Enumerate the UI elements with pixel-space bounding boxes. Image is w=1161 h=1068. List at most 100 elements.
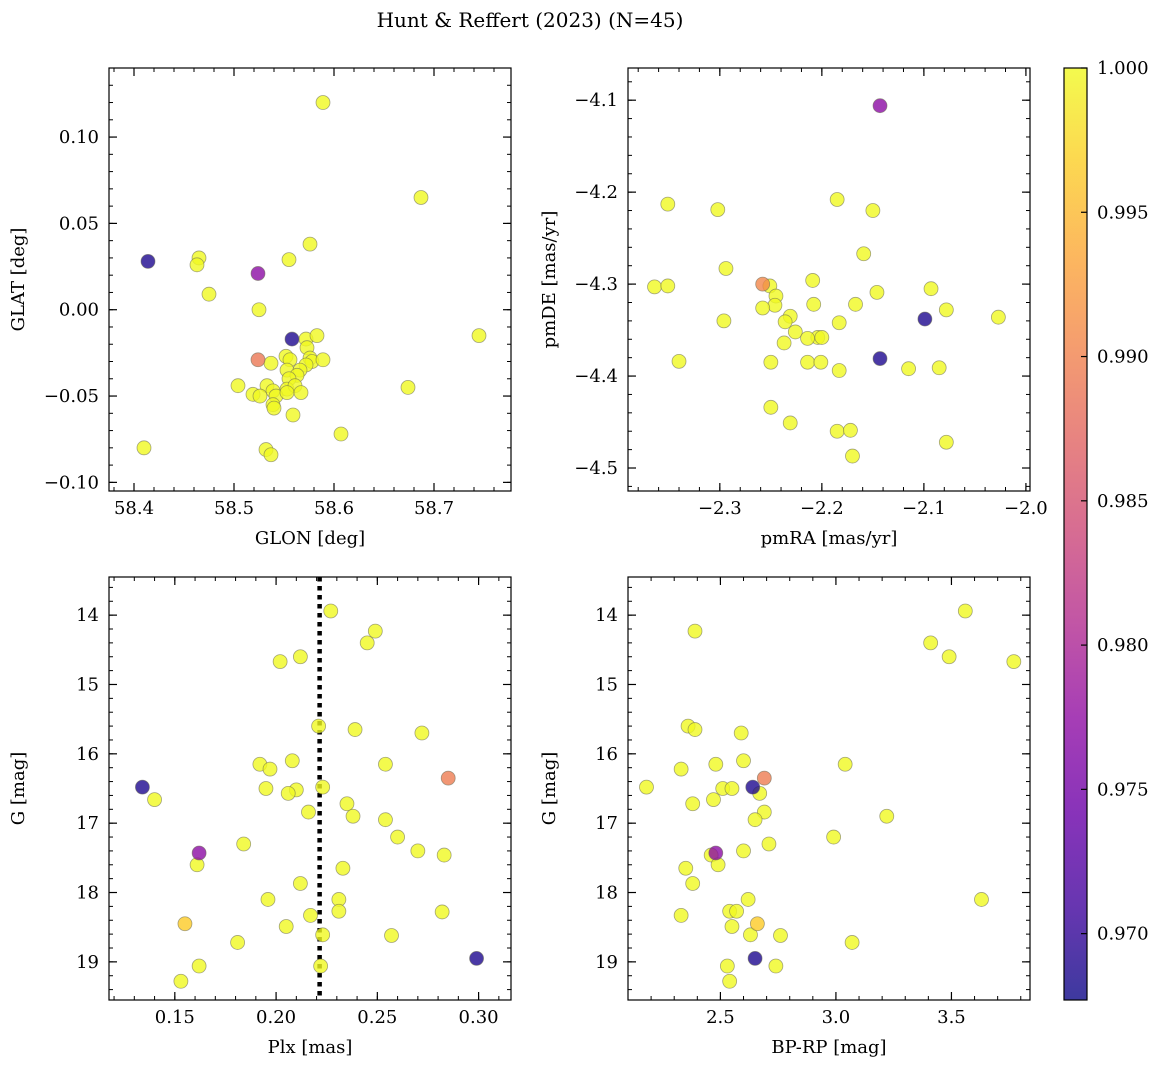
data-point xyxy=(719,958,735,974)
data-point xyxy=(931,360,947,376)
y-tick-label: 16 xyxy=(595,744,618,765)
data-point xyxy=(647,279,662,295)
data-point xyxy=(252,388,268,404)
data-point xyxy=(716,313,732,329)
data-point xyxy=(278,919,294,934)
data-point xyxy=(708,845,724,861)
colorbar-tick-label: 0.975 xyxy=(1097,779,1149,800)
data-point xyxy=(722,973,738,989)
y-axis-label: GLAT [deg] xyxy=(8,228,29,332)
x-tick-label: −2.0 xyxy=(1004,498,1048,519)
data-point xyxy=(736,753,751,769)
data-point xyxy=(333,426,349,442)
data-point xyxy=(673,761,689,777)
colorbar-tick-label: 1.000 xyxy=(1097,58,1149,79)
data-point xyxy=(301,804,316,820)
data-point xyxy=(749,916,765,932)
colorbar-frame xyxy=(1063,67,1088,1001)
data-point xyxy=(266,400,282,416)
y-tick-label: 14 xyxy=(595,605,618,626)
y-tick-label: 18 xyxy=(76,883,99,904)
data-point xyxy=(831,315,847,331)
x-tick-label: 0.15 xyxy=(155,1007,195,1028)
colorbar-tick-label: 0.995 xyxy=(1097,202,1149,223)
data-point xyxy=(378,812,393,828)
x-tick-label: 58.6 xyxy=(314,498,354,519)
colorbar-tick-label: 0.970 xyxy=(1097,924,1149,945)
data-point xyxy=(414,725,430,741)
colorbar-tick-label: 0.980 xyxy=(1097,635,1149,656)
data-point xyxy=(263,447,279,463)
data-point xyxy=(469,950,484,966)
y-tick-label: 15 xyxy=(76,674,99,695)
data-point xyxy=(844,935,860,950)
y-axis-label: pmDE [mas/yr] xyxy=(539,211,560,349)
data-point xyxy=(733,725,749,741)
data-point xyxy=(773,928,788,943)
y-tick-label: 0.10 xyxy=(59,127,99,148)
data-point xyxy=(272,654,288,669)
data-point xyxy=(191,845,207,861)
data-point xyxy=(805,273,821,288)
y-tick-label: 17 xyxy=(595,813,618,834)
data-point xyxy=(806,296,822,312)
data-point xyxy=(345,808,361,824)
x-tick-label: 0.25 xyxy=(357,1007,397,1028)
y-tick-label: 15 xyxy=(595,674,618,695)
data-point xyxy=(135,779,150,795)
colorbar-tick-label: 0.990 xyxy=(1097,347,1149,368)
data-point xyxy=(284,331,300,347)
data-point xyxy=(990,309,1006,325)
data-point xyxy=(865,203,881,218)
data-point xyxy=(367,623,383,639)
data-point xyxy=(315,779,331,795)
data-point xyxy=(800,354,815,370)
data-point xyxy=(250,352,266,368)
data-point xyxy=(384,928,399,943)
data-point xyxy=(826,829,842,845)
data-point xyxy=(685,796,701,812)
data-point xyxy=(280,785,296,801)
data-point xyxy=(311,718,327,734)
data-point xyxy=(941,649,957,665)
data-point xyxy=(800,330,815,346)
data-point xyxy=(938,302,954,318)
data-point xyxy=(260,892,276,907)
data-point xyxy=(755,276,771,292)
data-point xyxy=(718,261,734,276)
data-point xyxy=(230,378,246,394)
data-point xyxy=(236,836,252,852)
data-point xyxy=(263,355,279,371)
data-point xyxy=(413,190,429,205)
data-point xyxy=(685,876,701,891)
data-point xyxy=(777,314,793,330)
data-point xyxy=(747,950,763,966)
data-point xyxy=(279,385,295,400)
y-axis-label: G [mag] xyxy=(539,752,560,825)
data-point xyxy=(258,781,274,796)
data-point xyxy=(400,380,416,395)
y-tick-label: 18 xyxy=(595,883,618,904)
data-point xyxy=(814,330,830,345)
x-axis-label: GLON [deg] xyxy=(255,528,365,549)
data-point xyxy=(923,281,939,297)
data-point xyxy=(763,399,779,415)
axes-frame xyxy=(627,67,1031,492)
data-point xyxy=(671,353,687,369)
data-point xyxy=(440,770,456,786)
x-tick-label: −2.1 xyxy=(902,498,946,519)
data-point xyxy=(829,192,845,207)
x-tick-label: 58.4 xyxy=(114,498,154,519)
y-tick-label: 16 xyxy=(76,744,99,765)
colorbar-gradient xyxy=(1064,68,1087,1000)
x-tick-label: 58.5 xyxy=(214,498,254,519)
data-point xyxy=(813,354,829,370)
data-point xyxy=(957,603,973,619)
y-tick-label: 19 xyxy=(76,952,99,973)
x-tick-label: 3.5 xyxy=(937,1007,966,1028)
data-point xyxy=(410,843,426,859)
x-tick-label: 3.0 xyxy=(822,1007,851,1028)
y-tick-label: −4.2 xyxy=(574,182,618,203)
y-tick-label: 17 xyxy=(76,813,99,834)
